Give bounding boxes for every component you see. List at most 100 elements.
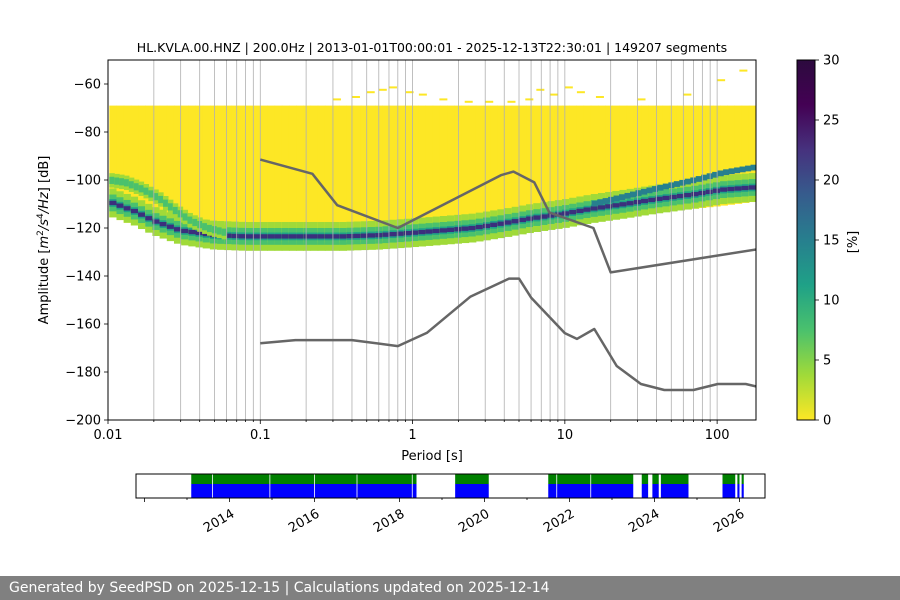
heat-column xyxy=(447,105,455,237)
heat-secondary-inner xyxy=(167,203,174,211)
heat-column xyxy=(159,105,168,236)
heat-band-core xyxy=(296,234,304,239)
heat-band-core xyxy=(109,200,118,206)
heat-column xyxy=(403,105,412,241)
heat-column xyxy=(296,105,304,243)
heat-band-core xyxy=(274,234,283,239)
availability-year-label: 2024 xyxy=(626,507,662,537)
heat-secondary-inner xyxy=(123,179,130,187)
y-tick-label: −120 xyxy=(65,222,101,237)
heat-column xyxy=(253,105,261,243)
psd-figure: HL.KVLA.00.HNZ | 200.0Hz | 2013-01-01T00… xyxy=(36,40,861,537)
heat-band-core xyxy=(741,185,750,191)
heat-band-core xyxy=(439,228,448,233)
y-tick-label: −60 xyxy=(74,78,101,93)
heat-band-core xyxy=(145,216,154,221)
heat-outlier-pixel xyxy=(464,100,473,103)
colorbar-tick-label: 5 xyxy=(823,354,831,369)
heat-outlier-pixel xyxy=(525,98,534,101)
heat-upper-branch xyxy=(723,169,730,176)
heat-outlier-pixel xyxy=(439,98,448,101)
heat-column xyxy=(152,105,161,234)
y-tick-label: −160 xyxy=(65,318,101,333)
heat-band-core xyxy=(597,205,606,210)
heat-column xyxy=(188,105,197,241)
heat-column xyxy=(475,105,484,234)
colorbar xyxy=(796,59,816,421)
heat-column xyxy=(461,105,470,235)
heat-column xyxy=(734,105,743,204)
availability-blue-segment xyxy=(741,484,744,498)
heat-upper-branch xyxy=(734,167,741,174)
heat-band-core xyxy=(188,229,197,235)
heat-band-core xyxy=(475,224,484,230)
heat-upper-branch xyxy=(701,174,708,181)
heat-column xyxy=(238,105,247,243)
heat-band-core xyxy=(662,195,671,201)
heat-column xyxy=(130,105,139,226)
heat-band-core xyxy=(641,198,649,204)
heat-band-core xyxy=(224,233,233,238)
heat-column xyxy=(518,105,527,229)
colorbar-tick-label: 20 xyxy=(823,174,840,189)
heat-column xyxy=(425,105,434,239)
heat-band-core xyxy=(202,231,211,237)
heat-outlier-pixel xyxy=(351,96,360,98)
availability-green-segment xyxy=(660,474,689,484)
nlnm-curve xyxy=(260,277,756,392)
heat-band-core xyxy=(705,189,714,195)
heat-band-core xyxy=(590,206,599,211)
heat-band-core xyxy=(612,203,621,208)
heat-column xyxy=(145,105,154,231)
heat-column xyxy=(648,105,657,214)
heat-column xyxy=(109,105,118,218)
colorbar-tick-label: 0 xyxy=(823,414,831,429)
heat-secondary-inner xyxy=(109,176,115,184)
heat-column xyxy=(497,105,506,232)
heat-column xyxy=(411,105,419,240)
heat-column xyxy=(612,105,621,218)
heat-column xyxy=(432,105,441,238)
heat-upper-branch xyxy=(728,168,735,175)
heat-outlier-pixel xyxy=(418,93,427,96)
heat-upper-branch xyxy=(717,170,724,177)
heat-column xyxy=(597,105,606,220)
heat-band-core xyxy=(173,227,182,232)
heat-band-core xyxy=(324,234,333,239)
heat-band-core xyxy=(253,234,261,239)
heat-outlier-pixel xyxy=(366,91,375,94)
availability-green-segment xyxy=(641,474,649,484)
heat-band-core xyxy=(648,197,657,203)
heat-band-core xyxy=(267,234,276,239)
heat-column xyxy=(310,105,319,243)
colorbar-tick-label: 30 xyxy=(823,54,840,69)
heat-secondary-inner xyxy=(138,185,145,193)
heat-outlier-pixel xyxy=(637,98,646,101)
y-tick-label: −100 xyxy=(65,174,101,189)
heat-band-core xyxy=(619,202,628,207)
vertical-grid xyxy=(108,60,718,420)
colorbar-tick-label: 25 xyxy=(823,114,840,129)
colorbar-tick-label: 15 xyxy=(823,234,840,249)
heat-band-core xyxy=(533,215,542,220)
colorbar-axis: 0 5 10 15 20 25 30 xyxy=(815,54,840,429)
heat-column xyxy=(202,105,211,242)
heat-column xyxy=(662,105,671,212)
heat-column xyxy=(526,105,534,229)
heat-column xyxy=(281,105,290,243)
heat-band-core xyxy=(511,219,520,224)
heat-band-core xyxy=(569,210,577,215)
x-axis: 0.01 0.1 1 10 100 xyxy=(94,420,730,443)
heat-column xyxy=(468,105,477,235)
heat-band-core xyxy=(130,208,139,214)
heat-band-core xyxy=(576,208,585,214)
heat-column xyxy=(339,105,348,243)
colorbar-label: [%] xyxy=(846,231,861,254)
heat-upper-branch xyxy=(657,184,664,191)
heat-band-core xyxy=(669,194,678,200)
heat-column xyxy=(511,105,520,230)
availability-green-segment xyxy=(454,474,489,484)
heat-band-core xyxy=(418,229,427,235)
availability-year-label: 2014 xyxy=(201,507,237,537)
heat-band-core xyxy=(447,227,455,232)
